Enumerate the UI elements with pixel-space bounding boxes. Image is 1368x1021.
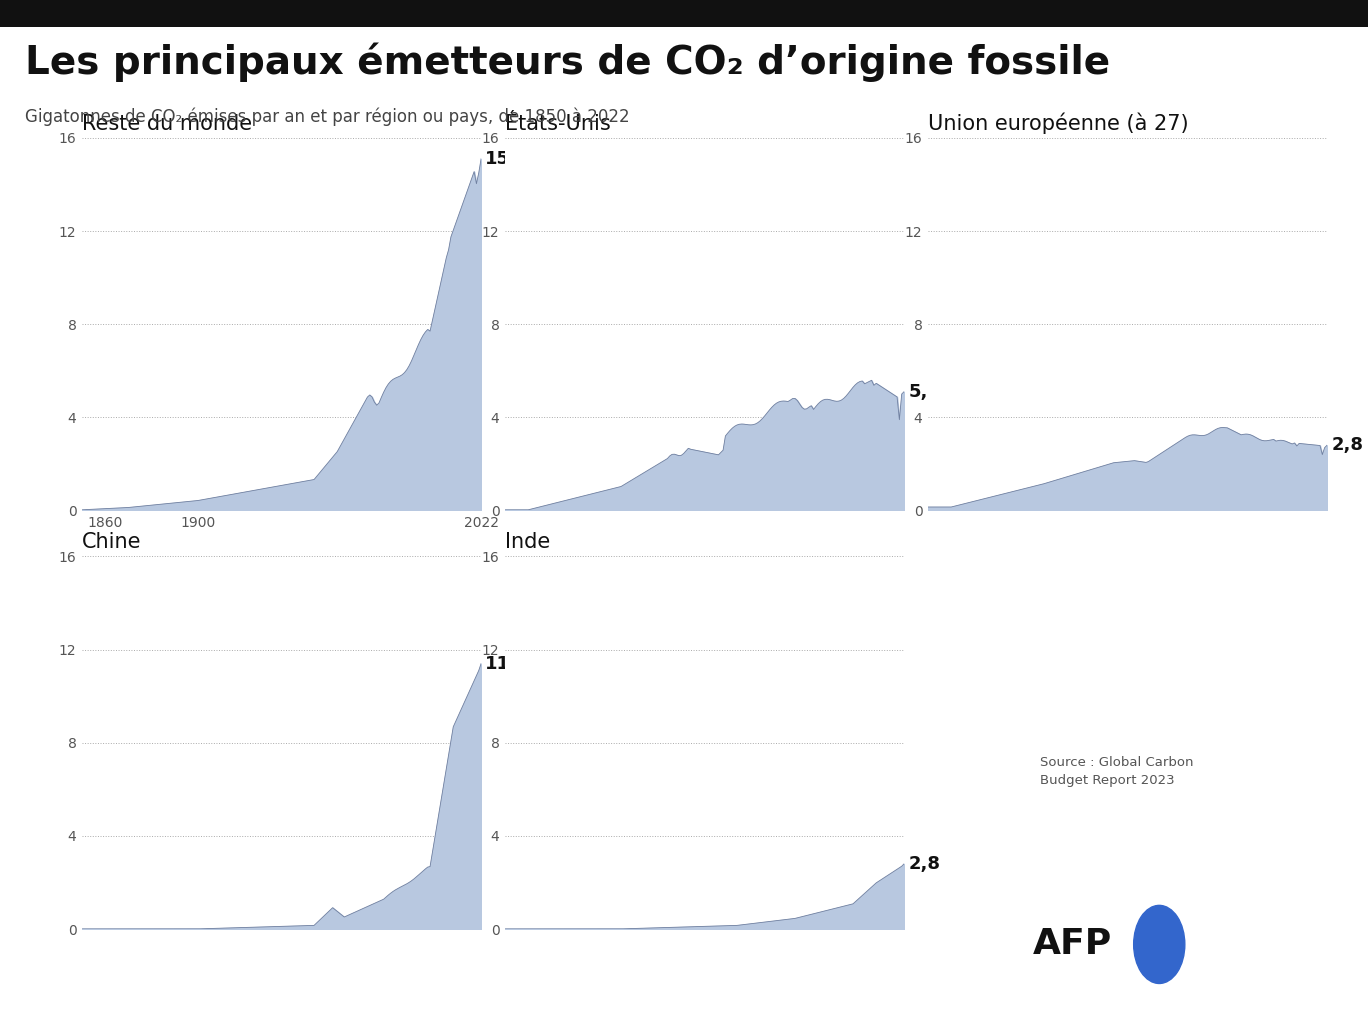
Text: AFP: AFP [1033,927,1112,962]
Text: Inde: Inde [505,532,550,552]
Text: Chine: Chine [82,532,141,552]
Text: 5,1: 5,1 [908,383,940,400]
Text: Union européenne (à 27): Union européenne (à 27) [928,112,1189,134]
Text: 15,1: 15,1 [486,150,529,167]
Text: 11,4: 11,4 [486,654,529,673]
Text: États-Unis: États-Unis [505,113,610,134]
Circle shape [1134,906,1185,983]
Text: Gigatonnes de CO₂ émises par an et par région ou pays, de 1850 à 2022: Gigatonnes de CO₂ émises par an et par r… [25,107,629,126]
Text: 2,8: 2,8 [1331,436,1363,454]
Text: 2,8: 2,8 [908,855,940,873]
Text: Les principaux émetteurs de CO₂ d’origine fossile: Les principaux émetteurs de CO₂ d’origin… [25,43,1109,83]
Text: Reste du monde: Reste du monde [82,113,252,134]
Text: Source : Global Carbon
Budget Report 2023: Source : Global Carbon Budget Report 202… [1040,756,1193,786]
